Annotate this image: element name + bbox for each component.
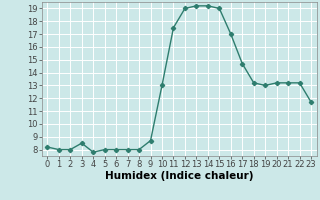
X-axis label: Humidex (Indice chaleur): Humidex (Indice chaleur) [105, 171, 253, 181]
